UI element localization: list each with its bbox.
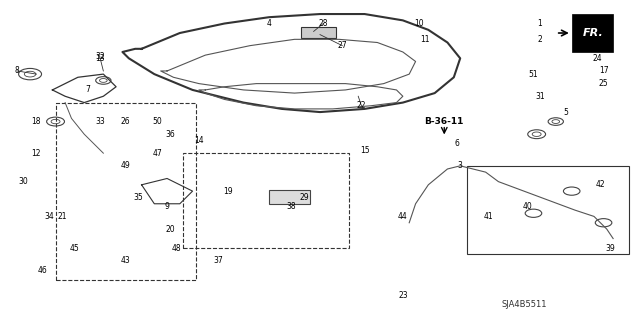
Text: B-36-11: B-36-11 [424, 117, 464, 126]
Text: 40: 40 [522, 203, 532, 211]
Text: 5: 5 [563, 108, 568, 116]
Text: 49: 49 [121, 161, 131, 170]
Text: 36: 36 [165, 130, 175, 139]
Text: 45: 45 [70, 243, 79, 253]
Text: SJA4B5511: SJA4B5511 [501, 300, 547, 309]
Bar [183, 153, 349, 248]
Text: 19: 19 [223, 187, 232, 196]
Text: 24: 24 [593, 54, 602, 63]
Text: 41: 41 [484, 212, 493, 221]
Text: 6: 6 [454, 139, 460, 148]
Text: 26: 26 [121, 117, 131, 126]
Text: 15: 15 [360, 145, 369, 154]
Text: 7: 7 [85, 85, 90, 94]
Text: 9: 9 [164, 203, 170, 211]
Text: 12: 12 [32, 149, 41, 158]
Text: 3: 3 [458, 161, 463, 170]
Text: 51: 51 [529, 70, 538, 78]
Text: 32: 32 [95, 52, 105, 61]
Text: 48: 48 [172, 243, 181, 253]
Text: 14: 14 [194, 136, 204, 145]
Text: 34: 34 [44, 212, 54, 221]
Text: 25: 25 [599, 79, 609, 88]
Text: 22: 22 [356, 101, 366, 110]
Text: 30: 30 [19, 177, 29, 186]
Text: FR.: FR. [582, 28, 603, 38]
Text: 47: 47 [152, 149, 163, 158]
Text: 44: 44 [398, 212, 408, 221]
Text: 11: 11 [420, 35, 430, 44]
Text: 13: 13 [95, 54, 105, 63]
FancyBboxPatch shape [301, 27, 336, 38]
Text: 50: 50 [152, 117, 163, 126]
FancyBboxPatch shape [572, 14, 613, 52]
Text: 39: 39 [605, 243, 615, 253]
Text: 2: 2 [538, 35, 542, 44]
Text: 1: 1 [538, 19, 542, 28]
Text: 29: 29 [300, 193, 309, 202]
Text: 43: 43 [121, 256, 131, 265]
Text: 35: 35 [134, 193, 143, 202]
Text: 21: 21 [57, 212, 67, 221]
Text: 42: 42 [596, 180, 605, 189]
Text: 27: 27 [337, 41, 347, 50]
Text: 37: 37 [213, 256, 223, 265]
Text: 33: 33 [95, 117, 105, 126]
Text: 46: 46 [38, 266, 48, 275]
Text: 28: 28 [319, 19, 328, 28]
Text: 31: 31 [535, 92, 545, 101]
Text: 16: 16 [593, 41, 602, 50]
Text: 8: 8 [15, 66, 20, 76]
Text: 38: 38 [287, 203, 296, 211]
Bar [56, 103, 196, 280]
Text: 17: 17 [599, 66, 609, 76]
Text: 10: 10 [414, 19, 424, 28]
Text: 4: 4 [267, 19, 271, 28]
Text: 20: 20 [166, 225, 175, 234]
Text: 18: 18 [32, 117, 41, 126]
Text: 23: 23 [398, 291, 408, 300]
FancyBboxPatch shape [269, 189, 310, 204]
Bar [467, 166, 629, 254]
